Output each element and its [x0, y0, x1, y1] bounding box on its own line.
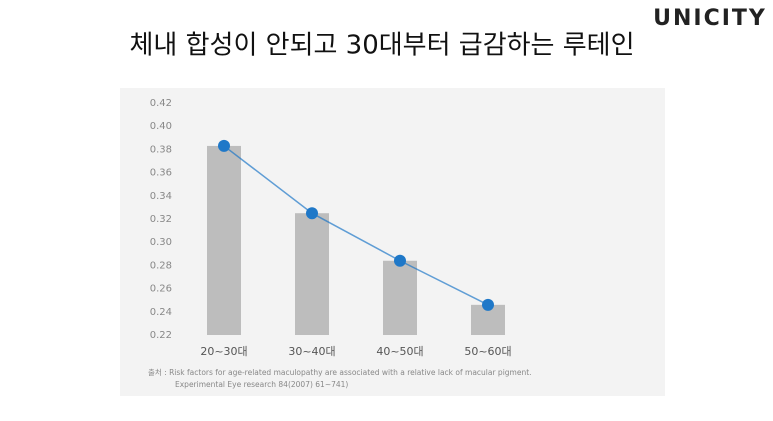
- y-tick-label: 0.32: [150, 214, 172, 225]
- bar: [207, 145, 241, 335]
- y-tick-label: 0.42: [150, 98, 172, 109]
- point: [306, 207, 318, 220]
- x-tick-label: 30~40대: [288, 345, 335, 358]
- x-tick-label: 40~50대: [376, 345, 423, 358]
- y-tick-label: 0.30: [150, 237, 172, 248]
- y-tick-label: 0.34: [150, 191, 172, 202]
- bar: [383, 260, 417, 335]
- point: [394, 254, 406, 267]
- source-note: Experimental Eye research 84(2007) 61~74…: [175, 380, 348, 389]
- y-tick-label: 0.38: [150, 144, 172, 155]
- y-tick-label: 0.36: [150, 168, 172, 179]
- x-tick-label: 20~30대: [200, 345, 247, 358]
- point: [482, 298, 494, 311]
- source-note: 출처 : Risk factors for age-related maculo…: [148, 367, 532, 377]
- y-tick-label: 0.26: [150, 284, 172, 295]
- chart-title: 체내 합성이 안되고 30대부터 급감하는 루테인: [130, 31, 635, 61]
- bar: [295, 213, 329, 335]
- point: [218, 139, 230, 152]
- brand-logo: UNICITY: [653, 6, 767, 31]
- y-tick-label: 0.40: [150, 121, 172, 132]
- y-tick-label: 0.22: [150, 330, 172, 341]
- line: [223, 145, 489, 306]
- y-tick-label: 0.24: [150, 307, 172, 318]
- y-tick-label: 0.28: [150, 260, 172, 271]
- x-tick-label: 50~60대: [464, 345, 511, 358]
